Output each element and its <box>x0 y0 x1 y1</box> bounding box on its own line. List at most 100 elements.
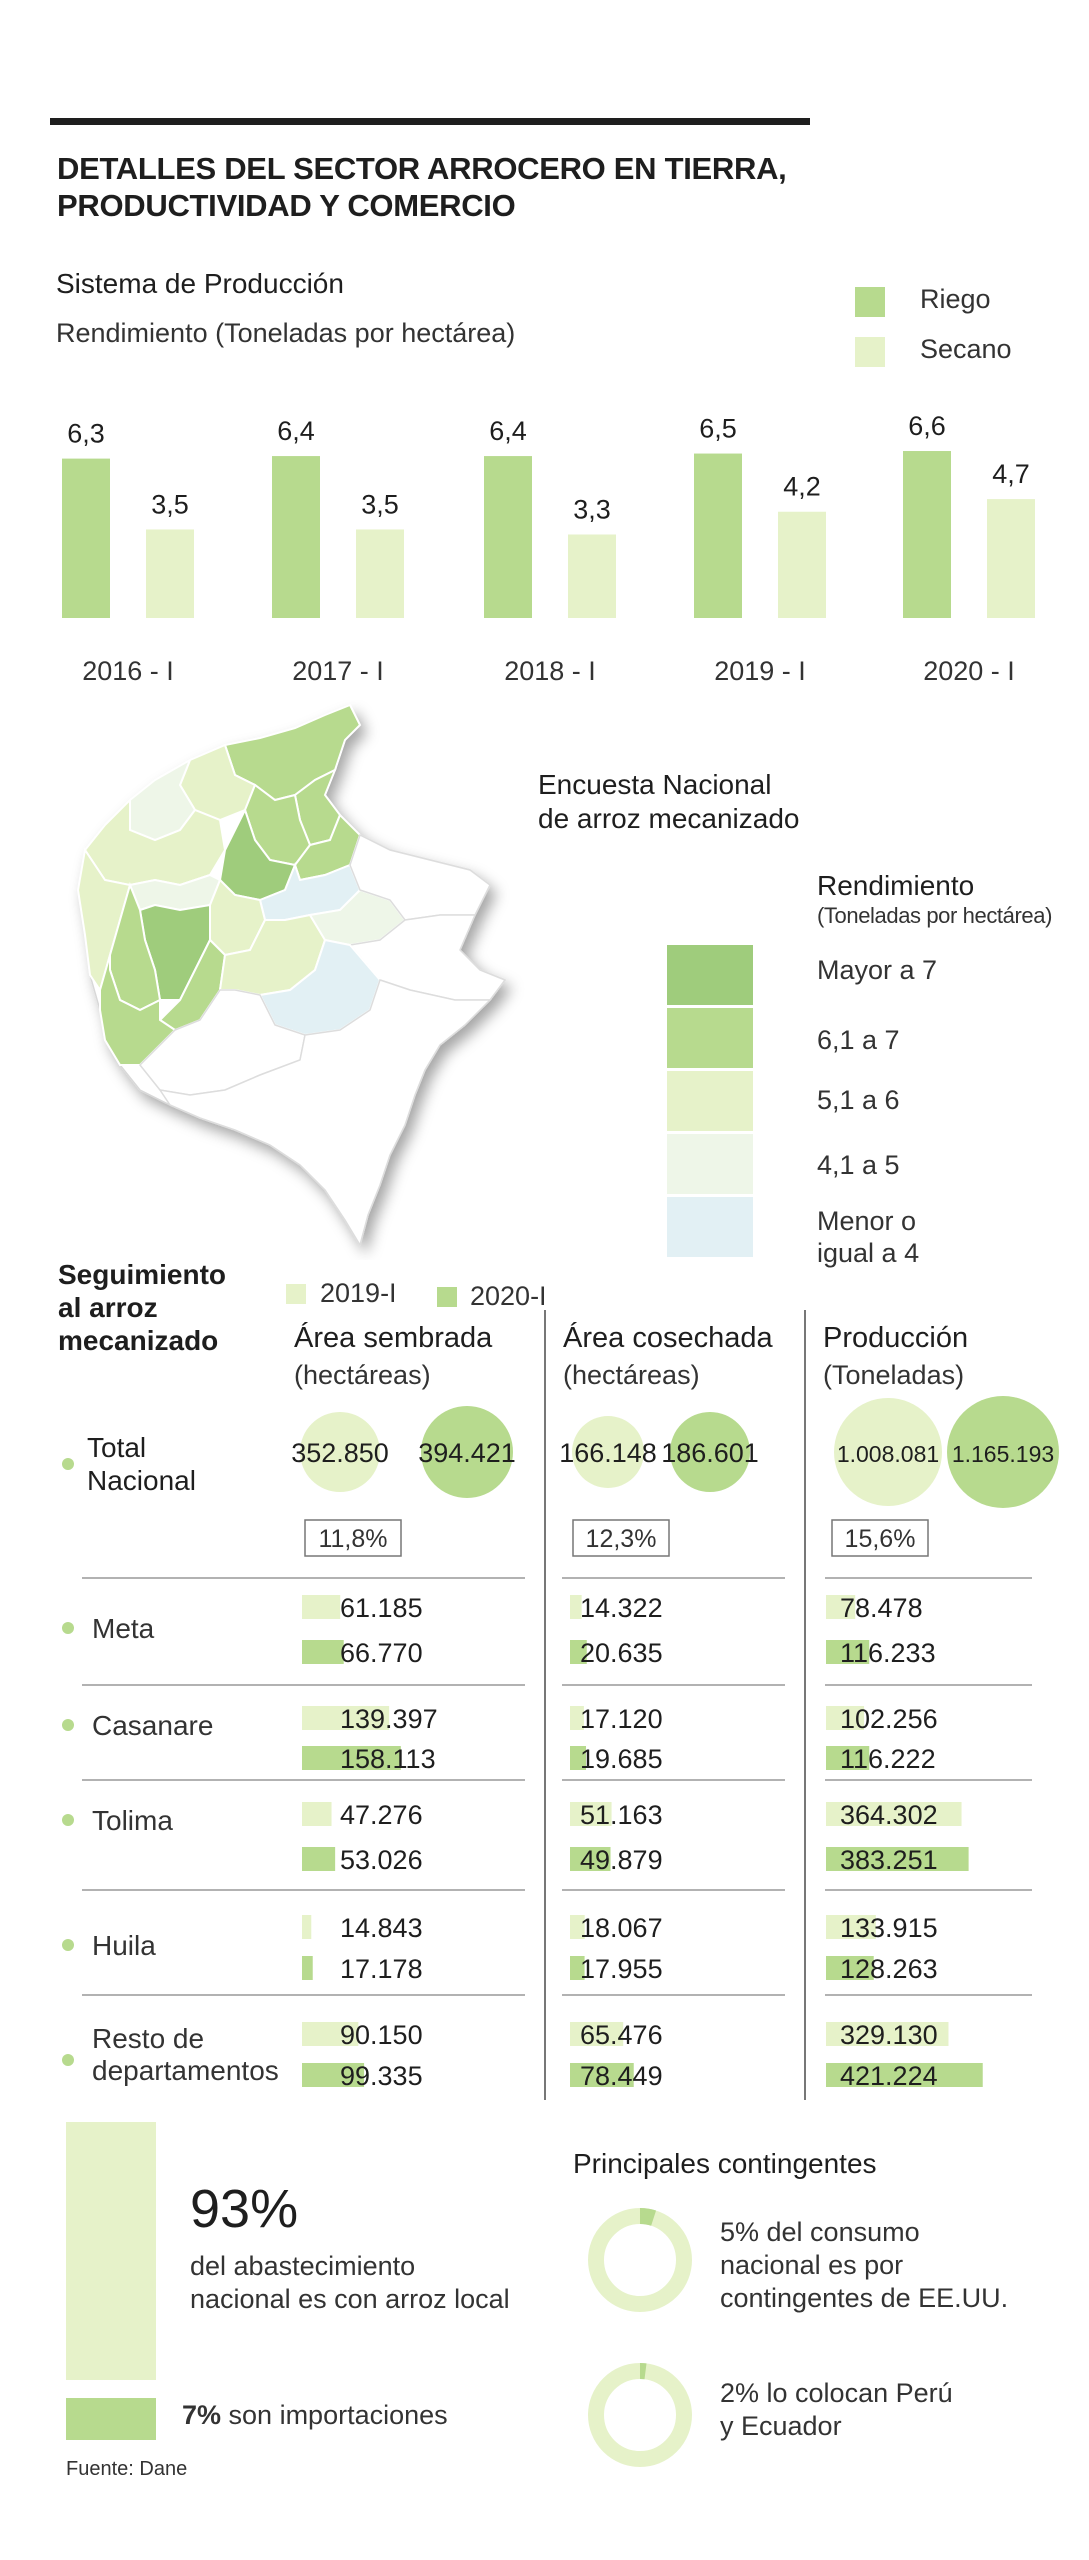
row-value-2019-0-1: 14.322 <box>580 1593 663 1623</box>
map-heading: Encuesta Nacional de arroz mecanizado <box>538 768 799 836</box>
row-value-2019-0-0: 61.185 <box>340 1593 423 1623</box>
total-value-2019-0: 352.850 <box>291 1438 389 1468</box>
title-line-1: DETALLES DEL SECTOR ARROCERO EN TIERRA, <box>57 151 787 186</box>
x-tick-label-4: 2020 - I <box>923 656 1015 686</box>
x-tick-label-2: 2018 - I <box>504 656 596 686</box>
local-supply-percent: 93% <box>190 2179 299 2239</box>
row-value-2020-4-1: 78.449 <box>580 2061 663 2091</box>
total-bubble-2019-0 <box>300 1412 380 1492</box>
row-value-2020-3-1: 17.955 <box>580 1954 663 1984</box>
row-bar-2020-0-1 <box>570 1640 587 1664</box>
bar-riego-3 <box>694 453 742 618</box>
row-value-2020-0-2: 116.233 <box>840 1638 936 1668</box>
bar-riego-4 <box>903 451 951 618</box>
row-bar-2019-3-0 <box>302 1915 312 1939</box>
row-bar-2020-2-1 <box>570 1847 611 1871</box>
x-tick-label-3: 2019 - I <box>714 656 806 686</box>
legend-swatch-riego <box>855 287 885 317</box>
row-label-0-0: Meta <box>92 1613 155 1644</box>
row-value-2019-3-2: 133.915 <box>840 1913 938 1943</box>
region-arauca <box>349 833 491 921</box>
row-value-2020-1-1: 19.685 <box>580 1744 663 1774</box>
total-value-2020-1: 186.601 <box>661 1438 759 1468</box>
row-bullet-2 <box>62 1814 74 1826</box>
total-value-2020-2: 1.165.193 <box>952 1441 1054 1467</box>
import-supply-percent: 7% <box>182 2400 222 2430</box>
donut-track-1 <box>588 2363 692 2467</box>
total-change-2: 15,6% <box>845 1525 916 1553</box>
row-bar-2019-4-2 <box>826 2022 949 2046</box>
bar-riego-1 <box>272 456 320 618</box>
row-bar-2020-2-0 <box>302 1847 336 1871</box>
x-tick-label-0: 2016 - I <box>82 656 174 686</box>
row-bar-2020-3-2 <box>826 1956 874 1980</box>
bar-label-secano-4: 4,7 <box>992 459 1030 489</box>
contingent-2-text: 2% lo colocan Perú y Ecuador <box>720 2377 953 2443</box>
tracking-heading-line-2: al arroz <box>58 1292 158 1323</box>
bar-secano-1 <box>356 529 404 618</box>
x-tick-label-1: 2017 - I <box>292 656 384 686</box>
row-bar-2020-4-0 <box>302 2063 365 2087</box>
row-bar-2019-0-2 <box>826 1595 856 1619</box>
local-supply-text-line-1: del abastecimiento <box>190 2251 416 2281</box>
row-label-3-0: Huila <box>92 1930 156 1961</box>
map-legend-label-51-6: 5,1 a 6 <box>817 1085 900 1115</box>
total-label-line-2: Nacional <box>87 1465 196 1496</box>
bar-riego-2 <box>484 456 532 618</box>
production-subheading: Rendimiento (Toneladas por hectárea) <box>56 318 516 348</box>
contingent-2-line-1: 2% lo colocan Perú <box>720 2378 953 2408</box>
total-bubble-2019-1 <box>572 1416 644 1488</box>
row-label-2-0: Tolima <box>92 1805 173 1836</box>
row-label-4-1: departamentos <box>92 2055 279 2086</box>
row-value-2019-4-1: 65.476 <box>580 2020 663 2050</box>
row-bullet-4 <box>62 2054 74 2066</box>
row-bar-2019-4-1 <box>570 2022 624 2046</box>
bar-label-secano-0: 3,5 <box>151 489 189 519</box>
tracking-legend-label-2019: 2019-I <box>320 1278 397 1308</box>
legend-label-riego: Riego <box>920 284 991 314</box>
row-bar-2019-2-2 <box>826 1802 962 1826</box>
row-bullet-3 <box>62 1939 74 1951</box>
row-value-2020-1-2: 116.222 <box>840 1744 936 1774</box>
tracking-heading-line-1: Seguimiento <box>58 1259 227 1290</box>
row-bullet-0 <box>62 1622 74 1634</box>
map-legend-subtitle: (Toneladas por hectárea) <box>817 903 1052 928</box>
total-bubble-2020-1 <box>670 1412 750 1492</box>
import-supply-text: 7% son importaciones <box>182 2400 448 2431</box>
legend-swatch-secano <box>855 337 885 367</box>
map-heading-line-1: Encuesta Nacional <box>538 769 772 800</box>
map-legend-label-menor4-line2: igual a 4 <box>817 1238 920 1268</box>
contingent-1-line-3: contingentes de EE.UU. <box>720 2283 1009 2313</box>
bar-secano-2 <box>568 534 616 618</box>
row-bar-2020-3-0 <box>302 1956 313 1980</box>
map-legend-swatch-mayor7 <box>667 945 753 1005</box>
map-legend-swatch-menor4 <box>667 1197 753 1257</box>
map-legend-title: Rendimiento <box>817 870 975 901</box>
row-bar-2019-1-2 <box>826 1706 865 1730</box>
contingent-1-line-2: nacional es por <box>720 2250 904 2280</box>
contingent-1-line-1: 5% del consumo <box>720 2217 920 2247</box>
bar-label-riego-0: 6,3 <box>67 419 105 449</box>
row-bar-2020-4-2 <box>826 2063 983 2087</box>
map-legend-label-61-7: 6,1 a 7 <box>817 1025 900 1055</box>
total-value-2019-1: 166.148 <box>559 1438 657 1468</box>
row-bar-2019-1-1 <box>570 1706 584 1730</box>
row-value-2019-1-0: 139.397 <box>340 1704 438 1734</box>
row-bar-2020-0-2 <box>826 1640 870 1664</box>
row-bar-2020-0-0 <box>302 1640 344 1664</box>
row-bar-2019-2-1 <box>570 1802 612 1826</box>
total-value-2020-0: 394.421 <box>418 1438 516 1468</box>
title-line-2: PRODUCTIVIDAD Y COMERCIO <box>57 188 516 223</box>
row-value-2019-2-2: 364.302 <box>840 1800 938 1830</box>
region-cauca-narino <box>99 954 177 1066</box>
source-note: Fuente: Dane <box>66 2458 188 2480</box>
row-bar-2020-1-2 <box>826 1746 870 1770</box>
bar-secano-0 <box>146 529 194 618</box>
column-unit-1: (hectáreas) <box>563 1360 700 1390</box>
row-label-1-0: Casanare <box>92 1710 213 1741</box>
row-bullet-total <box>62 1458 74 1470</box>
local-supply-text-line-2: nacional es con arroz local <box>190 2284 510 2314</box>
bar-label-secano-3: 4,2 <box>783 472 821 502</box>
tracking-heading-line-3: mecanizado <box>58 1325 219 1356</box>
row-value-2019-4-0: 90.150 <box>340 2020 423 2050</box>
